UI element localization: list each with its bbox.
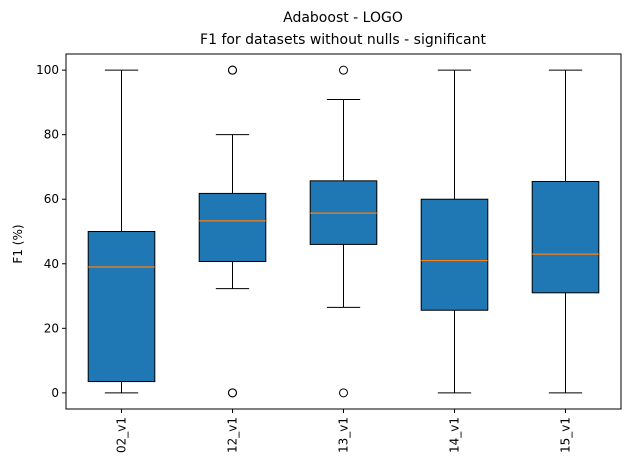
outlier-point (339, 388, 348, 398)
x-tick-label: 13_v1 (337, 417, 351, 453)
x-tick-label: 02_v1 (115, 417, 129, 453)
box-02_v1 (87, 231, 156, 383)
plot-area: 0 20 40 60 80 100 02_v1 12_v1 13_v1 14_v1 15_v1 (36, 63, 600, 453)
y-tick-label: 0 (51, 386, 59, 400)
box-12_v1 (198, 192, 267, 263)
y-tick-label: 80 (44, 128, 59, 142)
outlier-point (228, 65, 237, 75)
box-15_v1 (531, 180, 600, 294)
chart-subtitle: F1 for datasets without nulls - signific… (200, 32, 486, 48)
x-tick-label: 12_v1 (226, 417, 240, 453)
outlier-point (228, 388, 237, 398)
x-tick-label: 14_v1 (448, 417, 462, 453)
plot-frame (65, 53, 622, 410)
x-tick-label: 15_v1 (559, 417, 573, 453)
y-tick-label: 40 (44, 257, 59, 271)
y-tick-label: 20 (44, 321, 59, 335)
y-tick-label: 60 (44, 192, 59, 206)
outlier-point (339, 65, 348, 75)
y-axis-label: F1 (%) (11, 224, 25, 263)
box-14_v1 (420, 198, 489, 311)
y-tick-label: 100 (36, 63, 59, 77)
chart-title: Adaboost - LOGO (283, 10, 403, 26)
